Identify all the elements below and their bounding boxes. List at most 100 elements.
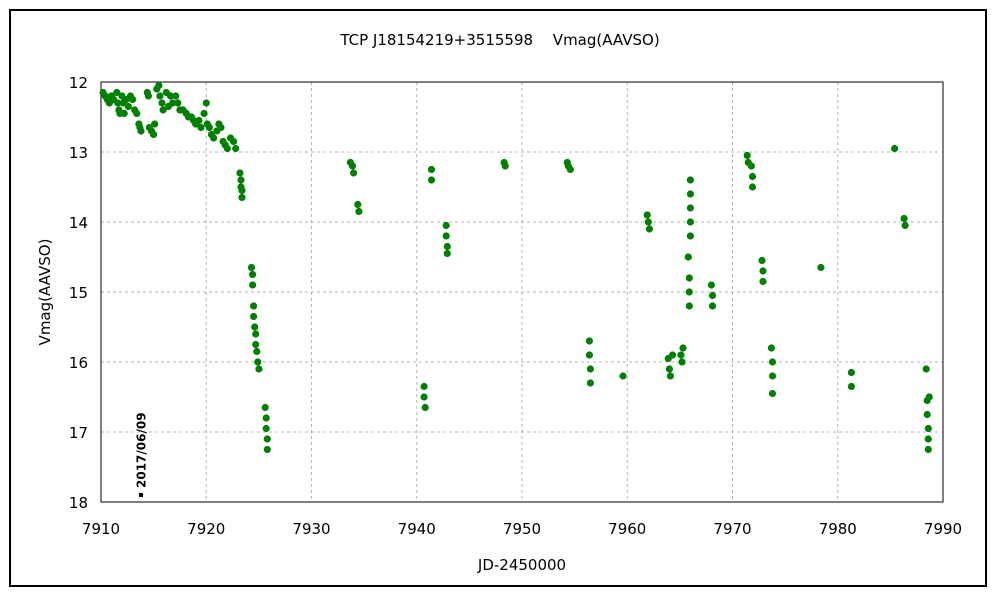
y-tick-labels: 12 13 14 15 16 17 18: [69, 74, 88, 512]
data-point: [261, 403, 269, 412]
data-point: [133, 109, 141, 118]
x-tick-labels: 7910 7920 7930 7940 7950 7960 7970 7980 7990: [82, 520, 962, 538]
data-point: [666, 372, 675, 380]
data-point: [195, 116, 203, 125]
plot-area: [100, 81, 944, 503]
data-point: [151, 120, 159, 128]
y-tick-label: 15: [69, 284, 88, 302]
data-point: [686, 176, 695, 184]
data-point: [922, 365, 930, 373]
data-point: [350, 169, 358, 177]
data-point: [232, 144, 240, 153]
data-point: [150, 130, 158, 139]
data-point: [686, 190, 695, 198]
data-point: [768, 358, 777, 366]
data-point: [427, 176, 436, 184]
x-tick-label: 7960: [608, 520, 646, 538]
data-point: [566, 165, 575, 174]
data-point: [665, 365, 674, 373]
data-point: [254, 358, 262, 366]
data-point: [747, 162, 756, 170]
data-point: [679, 344, 687, 352]
data-point: [708, 302, 717, 310]
data-point: [619, 372, 627, 380]
data-point: [249, 281, 257, 289]
data-point: [113, 88, 121, 97]
data-point: [891, 144, 899, 153]
data-point: [759, 267, 767, 275]
annotation-text: 2017/06/09: [134, 412, 148, 488]
x-tick-label: 7930: [292, 520, 330, 538]
data-point: [685, 288, 693, 296]
data-point: [252, 330, 260, 338]
data-point: [156, 92, 164, 100]
data-point: [685, 302, 693, 310]
data-point: [924, 424, 932, 433]
data-point: [253, 347, 261, 356]
x-tick-label: 7910: [82, 520, 120, 538]
data-point: [586, 365, 595, 373]
y-tick-label: 16: [69, 354, 88, 372]
data-point: [443, 242, 451, 251]
x-tick-label: 7980: [819, 520, 857, 538]
data-point: [217, 123, 225, 132]
data-point: [686, 232, 695, 240]
x-tick-label: 7970: [713, 520, 751, 538]
data-point: [643, 211, 651, 219]
data-point: [925, 393, 933, 401]
data-point: [263, 435, 271, 443]
data-point: [158, 99, 166, 107]
data-point: [586, 379, 595, 387]
data-point: [924, 445, 932, 454]
data-point: [847, 368, 856, 377]
data-point: [743, 151, 751, 160]
data-point: [443, 249, 451, 258]
data-point: [120, 109, 128, 118]
data-point: [247, 263, 256, 272]
data-point: [250, 302, 258, 310]
data-point: [252, 340, 260, 349]
data-point: [144, 92, 152, 100]
data-point: [249, 270, 257, 279]
data-point: [847, 382, 856, 391]
data-point: [354, 200, 362, 209]
data-point: [501, 162, 509, 170]
data-point: [210, 134, 218, 142]
data-point: [238, 186, 246, 195]
data-point: [767, 344, 776, 352]
data-point: [768, 372, 777, 380]
data-point: [159, 106, 167, 114]
y-tick-label: 13: [69, 144, 88, 162]
data-point: [124, 102, 132, 111]
x-tick-label: 7920: [187, 520, 225, 538]
chart-title: TCP J18154219+3515598 Vmag(AAVSO): [339, 31, 659, 49]
grid: [101, 82, 943, 502]
data-point: [155, 81, 163, 90]
date-annotation: 2017/06/09: [134, 412, 148, 497]
data-point: [200, 109, 208, 118]
data-point: [237, 176, 245, 184]
data-point: [348, 162, 357, 170]
data-point: [223, 144, 231, 153]
chart-frame: [9, 9, 987, 587]
data-point: [255, 365, 263, 373]
data-point: [768, 389, 777, 398]
data-point: [686, 204, 695, 212]
data-point: [355, 207, 363, 216]
data-point: [114, 99, 122, 107]
x-tick-label: 7990: [924, 520, 962, 538]
data-point: [169, 99, 177, 107]
data-point: [202, 99, 210, 107]
data-point: [166, 92, 175, 100]
data-point: [238, 193, 246, 202]
annotation-marker: [138, 493, 143, 497]
data-point: [668, 351, 677, 359]
data-point: [685, 274, 693, 282]
data-point: [420, 393, 428, 401]
data-point: [137, 127, 145, 135]
y-tick-label: 12: [69, 74, 88, 92]
data-point: [678, 358, 686, 366]
x-axis-label: JD-2450000: [477, 556, 566, 574]
data-point: [251, 323, 259, 331]
data-point: [748, 172, 757, 181]
